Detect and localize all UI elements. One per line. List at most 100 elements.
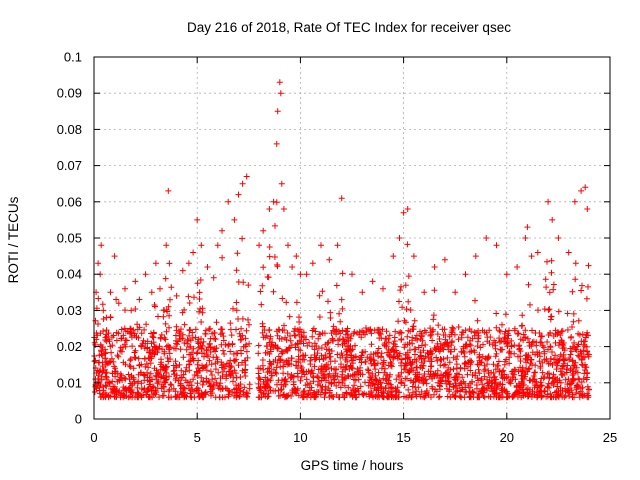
data-point [515,353,521,360]
data-point [134,380,141,387]
data-point [264,343,271,350]
data-point [98,242,105,249]
data-point [539,342,546,349]
data-point [317,331,324,338]
data-point [506,393,513,400]
data-point [212,366,219,373]
data-point [266,253,273,260]
data-point [524,335,531,342]
data-point [170,385,177,392]
data-point [537,379,544,386]
data-point [519,368,526,375]
data-point [259,320,266,327]
data-point [145,385,152,392]
data-point [129,343,136,350]
data-point [157,285,163,292]
data-point [259,329,266,336]
data-point [413,375,420,382]
data-point [236,393,243,399]
data-point [326,256,333,263]
data-point [111,383,118,390]
data-point [127,330,133,337]
data-point [166,350,173,357]
data-point [398,283,404,290]
data-point [385,351,392,358]
data-point [335,379,342,386]
data-point [259,282,266,289]
data-point [225,198,232,205]
data-point [405,273,412,280]
data-point [359,327,366,334]
data-point [394,353,401,360]
data-point [120,392,127,398]
data-point [329,337,336,344]
data-point [184,336,191,343]
data-point [274,381,280,388]
data-point [235,191,242,198]
data-point [295,392,302,399]
data-point [368,341,375,348]
data-point [168,284,175,291]
data-point [186,332,193,339]
x-tick-labels: 0 5 10 15 20 25 [90,430,617,445]
data-point [215,385,222,392]
data-point [179,309,186,316]
data-point [200,364,207,371]
data-point [418,342,425,349]
data-point [407,307,414,313]
data-point [330,323,337,330]
data-point [375,369,382,376]
data-point [316,378,322,385]
data-point [502,311,509,318]
data-point [384,390,391,397]
data-point [107,289,114,296]
data-point [583,364,590,371]
data-point [132,278,139,285]
data-point [278,180,285,187]
data-point [106,338,113,345]
data-point [479,353,486,360]
data-point [322,354,329,361]
data-point [311,352,318,358]
data-point [142,271,149,278]
data-point [172,358,179,365]
data-point [266,358,273,365]
data-point [427,332,434,339]
data-point [496,335,503,342]
data-point [401,382,408,389]
data-point [380,361,387,368]
data-point [363,325,369,331]
data-point [211,330,218,336]
data-point [179,335,186,342]
data-point [233,374,240,381]
data-point [171,345,177,352]
data-point [442,370,449,377]
data-point [573,389,579,396]
data-point [536,349,543,356]
data-point [364,366,371,373]
data-point [260,391,267,398]
data-point [266,244,273,250]
data-point [391,338,398,345]
data-point [415,344,422,351]
data-point [280,370,287,377]
data-point [365,379,372,386]
data-point [280,363,287,370]
data-point [209,372,215,378]
data-point [183,346,190,353]
data-point [117,394,124,401]
data-point [375,345,382,352]
x-tick-label: 10 [293,430,307,445]
data-point [575,352,582,359]
data-point [233,390,240,397]
data-point [117,344,124,351]
data-point [503,271,510,278]
data-point [580,375,587,382]
data-point [493,390,500,397]
data-point [95,321,101,327]
data-point [543,356,550,363]
data-point [275,326,282,333]
data-point [490,361,497,368]
data-point [205,353,211,360]
